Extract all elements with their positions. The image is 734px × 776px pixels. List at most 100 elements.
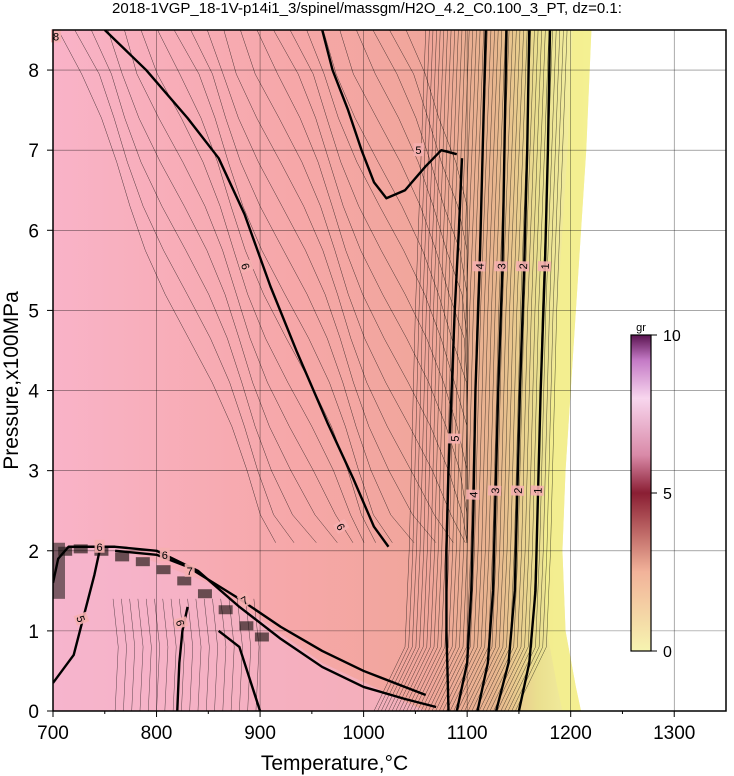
contour-label-bg <box>413 143 424 157</box>
contour-label-bg <box>530 485 544 496</box>
contour-label: 7 <box>236 591 252 609</box>
minor-contour <box>112 598 119 711</box>
contour-label-text: 4 <box>468 491 480 498</box>
contour-label-text: 5 <box>415 145 421 157</box>
contour-label-bg <box>173 616 189 630</box>
x-tick-label: 700 <box>37 723 69 744</box>
y-tick-label: 7 <box>28 141 39 162</box>
minor-contour <box>464 30 517 711</box>
colorbar-label: gr <box>636 322 646 334</box>
contour-label-text: 2 <box>518 263 530 270</box>
minor-contour <box>220 598 227 711</box>
minor-contour <box>467 30 521 711</box>
contour-label: 3 <box>494 261 508 272</box>
contour-label: 5 <box>73 611 90 626</box>
minor-contour <box>173 30 393 543</box>
minor-contour <box>237 598 243 711</box>
contour-label-text: 5 <box>73 614 86 624</box>
contour-label: 2 <box>510 485 525 496</box>
contour-label: 2 <box>515 261 530 272</box>
x-tick-label: 800 <box>141 723 173 744</box>
minor-contour <box>493 30 546 711</box>
contour-label: 5 <box>413 143 424 157</box>
contour-label-text: 1 <box>532 487 544 494</box>
minor-contour <box>154 598 160 711</box>
contour-label-text: 6 <box>238 262 251 272</box>
y-tick-label: 4 <box>28 382 39 403</box>
contour-label-text: 7 <box>187 566 193 578</box>
contour-label-bg <box>537 261 551 272</box>
contour-label-bg <box>487 485 502 496</box>
minor-contour <box>449 30 503 711</box>
minor-contour <box>453 30 506 711</box>
minor-contour <box>373 30 426 711</box>
minor-contour <box>496 30 550 711</box>
minor-contour <box>399 30 452 711</box>
y-tick-label: 5 <box>28 301 39 322</box>
contour-label-bg <box>51 29 62 43</box>
minor-contour <box>428 30 481 711</box>
colorbar-tick-label: 0 <box>663 644 672 661</box>
minor-contour <box>190 30 415 543</box>
contour-label-text: 7 <box>239 595 250 608</box>
contour-label: 6 <box>159 547 170 562</box>
contour-label: 3 <box>487 485 502 496</box>
minor-contour <box>145 598 152 711</box>
minor-contour <box>273 30 468 543</box>
boundary-hatch <box>156 565 171 575</box>
contour-label-bg <box>159 547 170 561</box>
minor-contour <box>240 30 466 543</box>
contour-label-text: 1 <box>540 263 552 270</box>
contour-label: 7 <box>184 563 195 578</box>
minor-contour <box>424 30 477 711</box>
minor-contour <box>179 598 185 711</box>
minor-contour <box>515 30 568 711</box>
x-axis-label: Temperature,°C <box>261 752 408 775</box>
contour-label-text: 6 <box>333 522 346 533</box>
minor-contour <box>475 30 528 711</box>
contour-label-text: 5 <box>450 435 462 442</box>
x-tick-label: 1100 <box>447 723 488 744</box>
minor-contour <box>381 30 434 711</box>
contour-label-bg <box>447 433 461 444</box>
minor-contour <box>511 30 564 711</box>
boundary-hatch <box>73 544 88 554</box>
y-tick-label: 1 <box>28 622 39 643</box>
chart-title: 2018-1VGP_18-1V-p14i1_3/spinel/massgm/H2… <box>112 0 622 17</box>
minor-contour <box>245 598 251 711</box>
contour-label-text: 3 <box>490 487 502 494</box>
boundary-hatch <box>254 632 269 642</box>
minor-contour <box>157 30 376 543</box>
contour-label-text: 6 <box>162 550 168 562</box>
minor-contour <box>228 598 235 711</box>
minor-contour <box>482 30 535 711</box>
contour-line <box>321 30 458 200</box>
minor-contour <box>203 598 210 711</box>
y-tick-label: 3 <box>28 462 39 483</box>
minor-contour <box>140 30 365 543</box>
y-tick-label: 0 <box>28 702 39 723</box>
minor-contour <box>504 30 557 711</box>
contour-line <box>103 30 390 548</box>
minor-contour <box>195 598 202 711</box>
minor-contour <box>478 30 532 711</box>
minor-contour <box>442 30 495 711</box>
contour-line <box>494 30 531 711</box>
contour-line <box>445 158 464 711</box>
colorbar <box>630 334 652 652</box>
y-tick-label: 8 <box>28 61 39 82</box>
contour-label-bg <box>238 259 254 273</box>
contour-label-bg <box>184 563 195 577</box>
minor-contour <box>121 598 127 711</box>
contour-label: 4 <box>472 261 487 272</box>
contour-label-bg <box>510 485 525 496</box>
minor-contour <box>388 30 441 711</box>
minor-contour <box>431 30 484 711</box>
boundary-hatch <box>135 557 150 567</box>
boundary-hatch <box>177 576 192 586</box>
contour-line <box>455 30 487 711</box>
x-tick-label: 1300 <box>653 723 695 744</box>
contour-line <box>53 545 437 709</box>
contour-label-text: 2 <box>513 487 525 494</box>
contour-label-text: 4 <box>474 263 486 270</box>
